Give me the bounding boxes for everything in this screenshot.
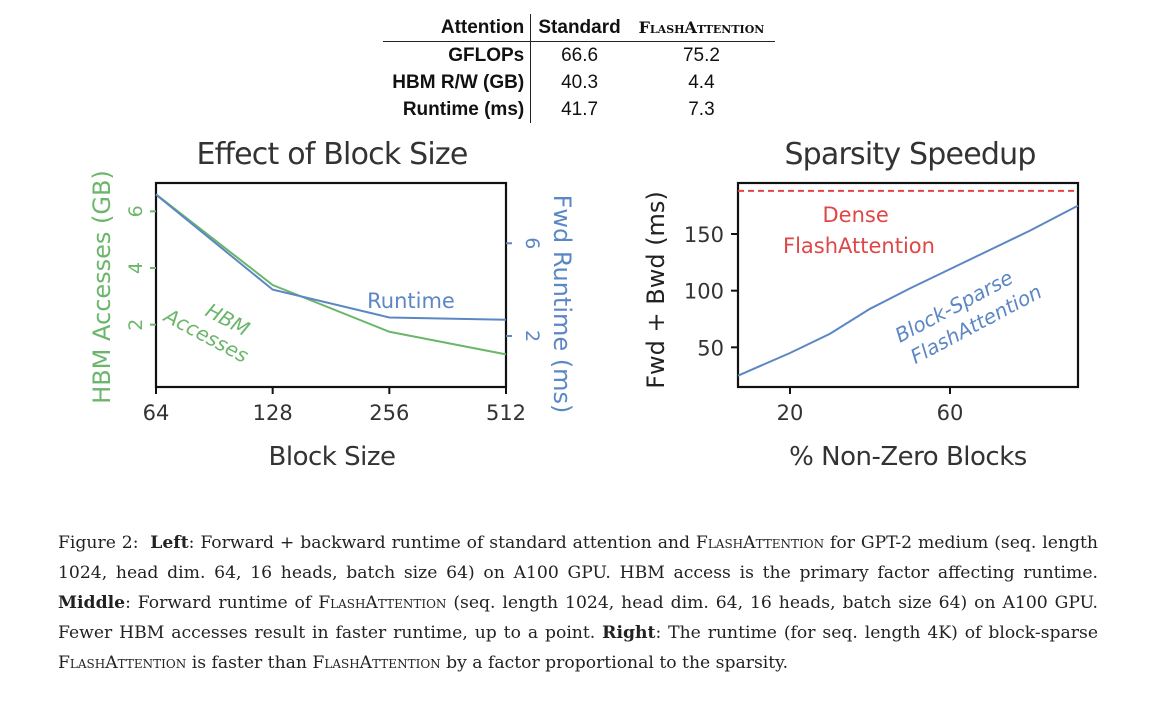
series-label-hbm-accesses: HBM Accesses — [159, 281, 264, 367]
y-axis-left-ticks: 2 4 6 — [125, 205, 156, 331]
series-line-hbm-accesses — [155, 193, 507, 356]
series-group — [737, 189, 1079, 377]
caption-middle-text-1: : Forward runtime of — [125, 593, 319, 613]
x-axis-ticks: 20 60 — [777, 387, 964, 425]
series-label-runtime: Runtime — [367, 289, 455, 313]
x-tick-label: 60 — [937, 401, 964, 425]
y-tick-label: 50 — [697, 336, 724, 360]
y-tick-label: 150 — [684, 223, 724, 247]
table-header-standard: Standard — [530, 14, 628, 42]
standard-value: 40.3 — [530, 69, 628, 96]
x-tick-label: 128 — [253, 401, 293, 425]
series-label-block-sparse: Block-Sparse FlashAttention — [891, 256, 1046, 370]
x-axis-ticks: 64 128 256 512 — [143, 387, 526, 425]
plot-frame — [736, 181, 1080, 389]
x-tick-label: 64 — [143, 401, 170, 425]
figure-caption: Figure 2: Left: Forward + backward runti… — [58, 528, 1098, 678]
caption-left-text-1: : Forward + backward runtime of standard… — [188, 533, 696, 553]
y-axis-right-ticks: 26 — [506, 237, 543, 342]
caption-left-label: Left — [150, 533, 189, 553]
caption-right-text-1: : The runtime (for seq. length 4K) of bl… — [655, 623, 1098, 643]
x-tick-label: 20 — [777, 401, 804, 425]
y-left-tick-label: 2 — [125, 319, 147, 331]
y-axis-label: Fwd + Bwd (ms) — [642, 191, 670, 389]
standard-value: 41.7 — [530, 96, 628, 123]
x-tick-label: 256 — [369, 401, 409, 425]
caption-prefix: Figure 2: — [58, 533, 139, 553]
caption-right-text-2: is faster than — [186, 653, 313, 673]
table-header-row: Attention Standard FlashAttention — [383, 14, 775, 42]
x-axis-label: Block Size — [269, 442, 396, 472]
caption-right-sc-2: FlashAttention — [312, 653, 441, 673]
row-label: Runtime (ms) — [402, 99, 525, 120]
series-line-block-sparse-flashattention — [737, 204, 1079, 377]
flash-value: 75.2 — [682, 45, 720, 66]
flash-value: 7.3 — [688, 99, 715, 120]
series-label-dense: Dense FlashAttention — [783, 203, 935, 258]
flash-value: 4.4 — [688, 72, 715, 93]
x-axis-label: % Non-Zero Blocks — [789, 442, 1027, 472]
y-left-tick-label: 4 — [125, 262, 147, 274]
table-row: Runtime (ms) 41.7 7.3 — [383, 96, 775, 123]
caption-left-sc: FlashAttention — [695, 533, 825, 553]
table-header-flashattention: FlashAttention — [627, 14, 775, 42]
y-axis-left-label: HBM Accesses (GB) — [88, 170, 116, 404]
plot-frame — [154, 181, 508, 389]
row-label: HBM R/W (GB) — [392, 72, 525, 93]
standard-value: 66.6 — [530, 41, 628, 69]
row-label: GFLOPs — [448, 45, 525, 66]
y-left-tick-label: 6 — [125, 205, 147, 217]
y-right-tick-label: 2 — [521, 330, 543, 342]
x-tick-label: 512 — [486, 401, 526, 425]
table-header-attention: Attention — [383, 14, 531, 42]
y-right-tick-label: 6 — [521, 237, 543, 249]
y-axis-right-label: Fwd Runtime (ms) — [548, 195, 576, 414]
block-size-chart: Effect of Block Size 64 128 256 512 246 26 … — [88, 137, 576, 472]
caption-middle-text-2: (seq. length 1024, head dim. 64, 16 head… — [58, 593, 1098, 643]
series-line-runtime — [155, 193, 507, 321]
chart-title: Sparsity Speedup — [784, 137, 1035, 172]
series-label-dense-line2: FlashAttention — [783, 234, 935, 258]
caption-right-text-3: by a factor proportional to the sparsity… — [440, 653, 789, 673]
caption-right-label: Right — [602, 623, 656, 643]
table-row: HBM R/W (GB) 40.3 4.4 — [383, 69, 775, 96]
comparison-table: Attention Standard FlashAttention GFLOPs… — [383, 14, 775, 123]
series-label-dense-line1: Dense — [823, 203, 889, 227]
y-tick-label: 100 — [684, 280, 724, 304]
caption-middle-sc: FlashAttention — [318, 593, 447, 613]
chart-title: Effect of Block Size — [196, 137, 467, 172]
caption-middle-label: Middle — [58, 593, 126, 613]
table-row: GFLOPs 66.6 75.2 — [383, 41, 775, 69]
caption-right-sc-1: FlashAttention — [58, 653, 187, 673]
y-axis-ticks: 50 100 150 — [684, 223, 738, 360]
caption-left-text-2: for GPT-2 medium (seq. length 1024, head… — [58, 533, 1098, 583]
series-group — [155, 193, 507, 356]
